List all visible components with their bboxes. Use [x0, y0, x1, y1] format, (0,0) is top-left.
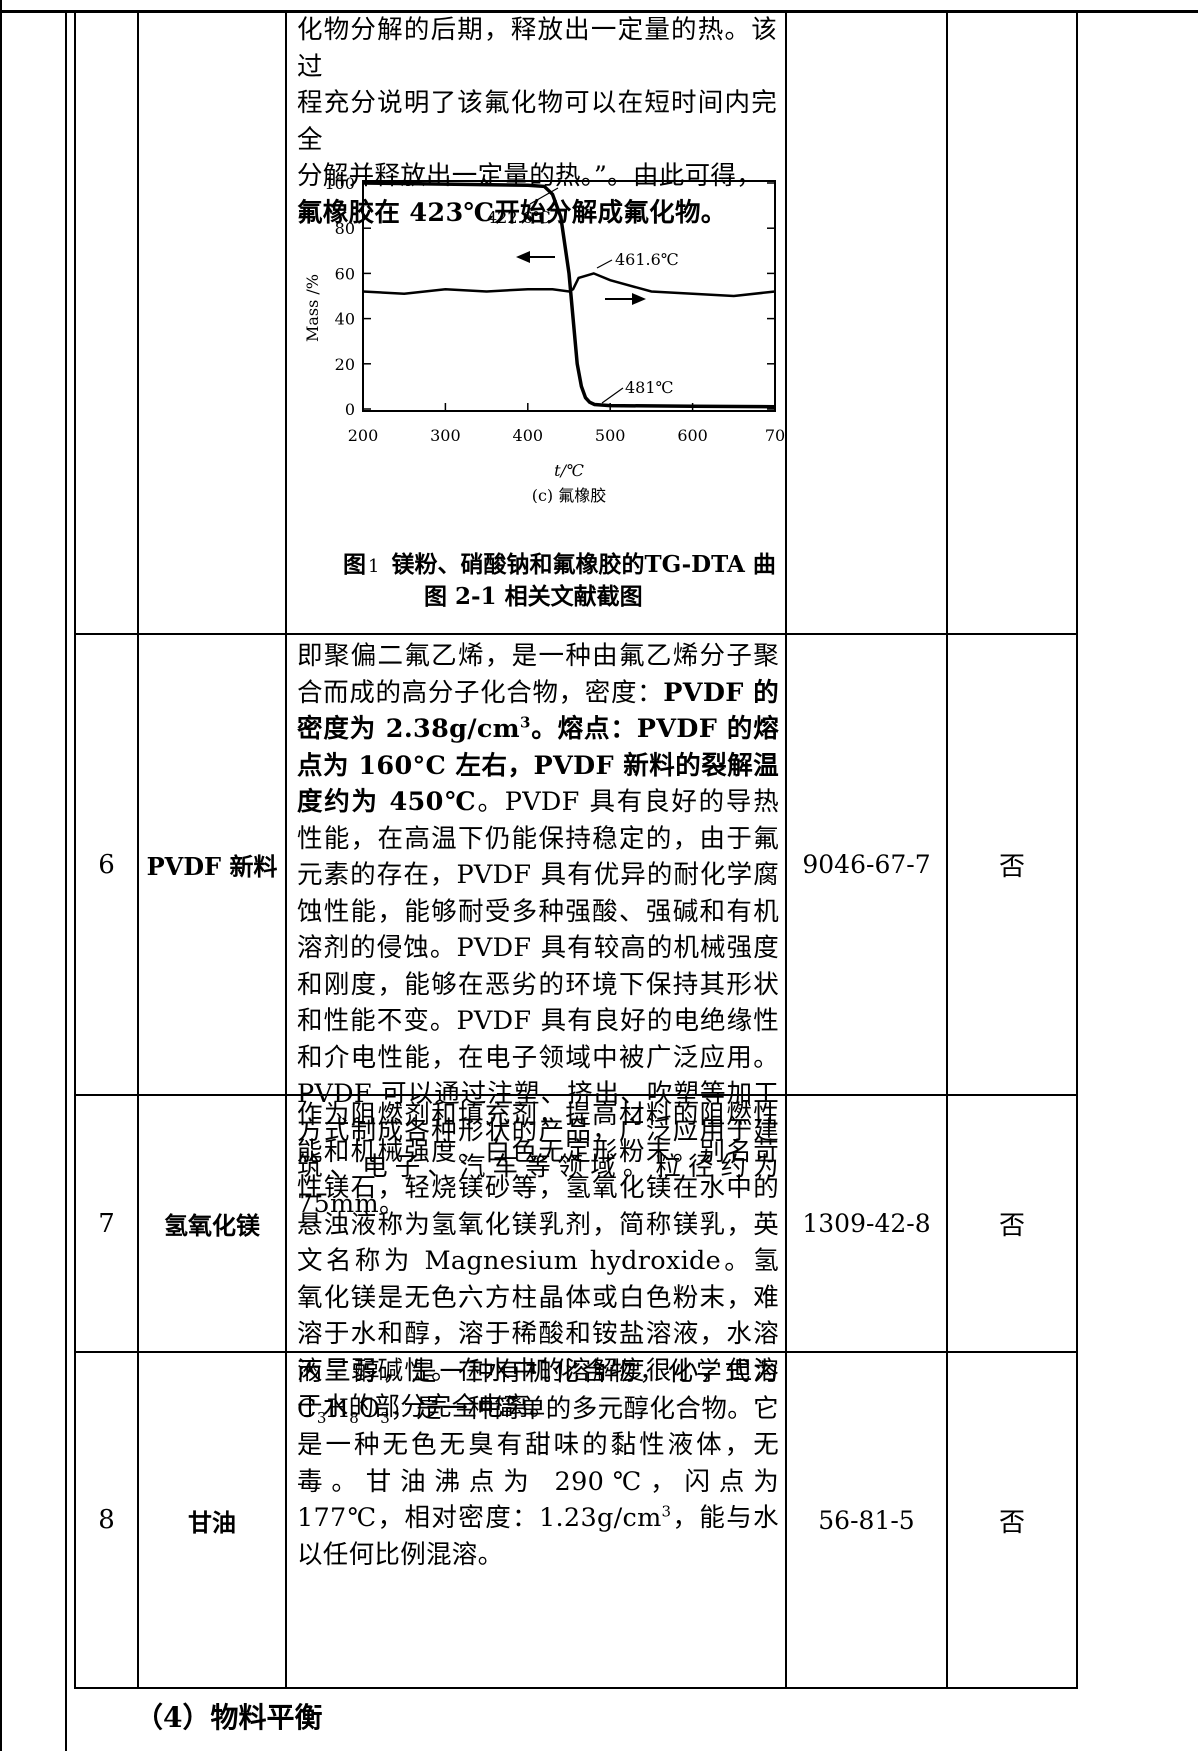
row8-name: 甘油 [139, 1353, 285, 1687]
annotation-481: 481℃ [625, 378, 673, 397]
row8-text-2: H [327, 1394, 350, 1424]
inner-caption-text: 镁粉、硝酸钠和氟橡胶的TG-DTA 曲 [391, 551, 775, 578]
row7-flag: 否 [948, 1096, 1076, 1351]
x-tick-label: 70 [765, 426, 785, 445]
y-axis-label: Mass /% [303, 274, 322, 342]
x-ticks: 200 300 400 500 600 70 [348, 403, 785, 445]
inner-figure-caption: 图 1 镁粉、硝酸钠和氟橡胶的TG-DTA 曲 [343, 545, 783, 579]
row6-name: PVDF 新料 [139, 635, 285, 1094]
y-tick-label: 40 [335, 310, 355, 329]
row8-description: 丙三醇，是一种有机化合物，化学式为 C3H8O3，是一种简单的多元醇化合物。它是… [297, 1354, 779, 1573]
figure-caption: 图 2-1 相关文献截图 [424, 577, 643, 611]
left-arrow-head [516, 251, 530, 263]
inner-caption-prefix: 图 [343, 551, 366, 578]
row5-line-2: 程充分说明了该氟化物可以在短时间内完全 [297, 85, 777, 158]
x-axis-label: t/℃ [554, 461, 584, 480]
row8-sub-3: 3 [380, 1409, 390, 1427]
annotation-481-leader [602, 388, 623, 403]
page-border-left [0, 0, 2, 1751]
inner-caption-num: 1 [368, 556, 379, 577]
section-heading: （4）物料平衡 [135, 1696, 322, 1736]
row7-cas: 1309-42-8 [787, 1096, 946, 1351]
table-line-col-f [1076, 10, 1078, 1688]
row6-cas: 9046-67-7 [787, 635, 946, 1094]
row7-name: 氢氧化镁 [139, 1096, 285, 1351]
row6-density-sup: 3 [520, 714, 531, 732]
row8-sub-1: 3 [317, 1409, 327, 1427]
row7-number: 7 [76, 1096, 137, 1351]
annotation-461: 461.6℃ [615, 250, 679, 269]
x-tick-label: 200 [348, 426, 379, 445]
y-tick-label: 80 [335, 219, 355, 238]
x-tick-label: 600 [677, 426, 708, 445]
row8-sub-2: 8 [349, 1409, 359, 1427]
y-tick-label: 0 [345, 400, 355, 419]
y-tick-label: 20 [335, 355, 355, 374]
row8-sup: 3 [662, 1503, 672, 1521]
figure-subcaption: (c) 氟橡胶 [532, 486, 607, 503]
row8-text-3: O [359, 1394, 380, 1424]
x-tick-label: 500 [595, 426, 626, 445]
annotation-422: 422.6℃ [487, 208, 551, 227]
row6-number: 6 [76, 635, 137, 1094]
table-bottom-line [74, 1687, 1078, 1689]
row8-cas: 56-81-5 [787, 1353, 946, 1687]
y-tick-label: 60 [335, 264, 355, 283]
table-line-col-c [285, 10, 287, 1688]
row6-flag: 否 [948, 635, 1076, 1094]
right-arrow-head [632, 293, 646, 305]
margin-column-line [65, 10, 67, 1751]
row5-line-1: 化物分解的后期，释放出一定量的热。该过 [297, 12, 777, 85]
y-tick-label: 100 [324, 174, 355, 193]
x-tick-label: 400 [513, 426, 544, 445]
row8-flag: 否 [948, 1353, 1076, 1687]
annotation-461-leader [597, 260, 612, 268]
row8-number: 8 [76, 1353, 137, 1687]
x-tick-label: 300 [430, 426, 461, 445]
